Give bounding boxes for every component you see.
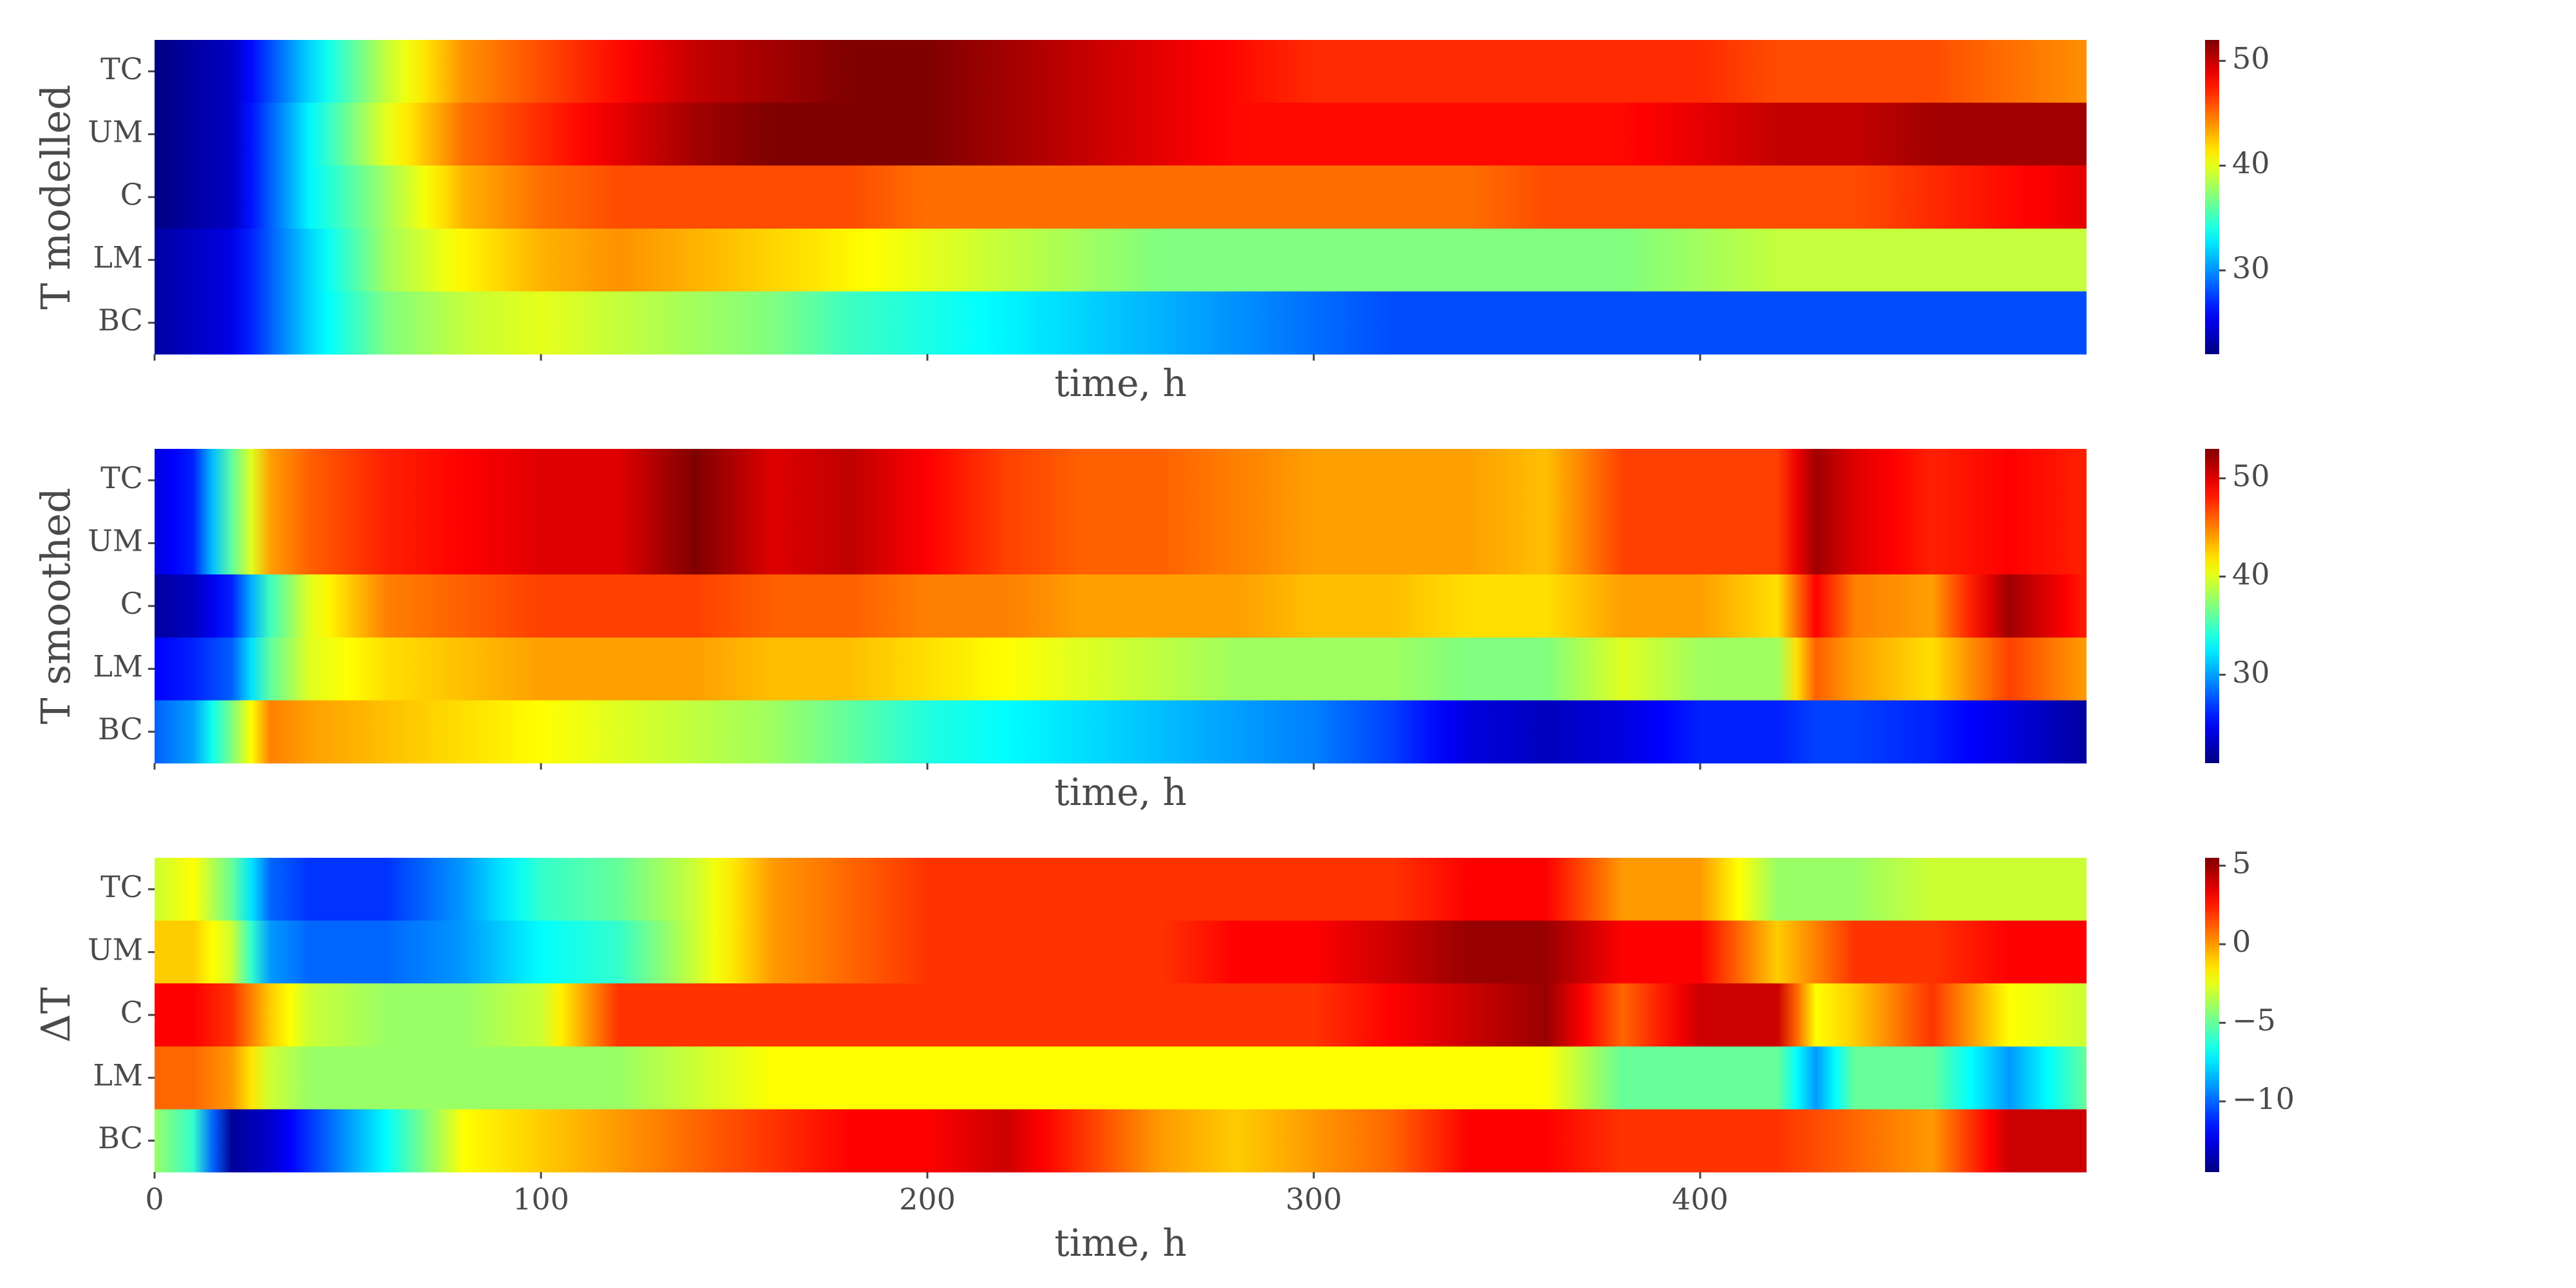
heatmap-row-tc [155, 40, 2087, 104]
y-tick-label: C [120, 995, 143, 1030]
heatmap-panel-1: TC UM C LM BC time, h T modelled 30 40 50 [32, 40, 2270, 405]
panel-y-label: ΔT [32, 987, 79, 1043]
colorbar-tick-label: 30 [2232, 655, 2270, 690]
panel-y-label: T smoothed [32, 488, 79, 724]
heatmap-row-lm [155, 637, 2087, 701]
heatmap-row-um [155, 511, 2087, 575]
colorbar-tick-label: 50 [2232, 459, 2270, 493]
y-tick-label: TC [100, 52, 143, 86]
heatmap-row-lm [155, 228, 2087, 292]
heatmap-row-bc [155, 700, 2087, 764]
y-tick-label: TC [100, 869, 143, 904]
heatmap-row-bc [155, 1109, 2087, 1173]
heatmap-row-um [155, 102, 2087, 166]
y-tick-label: UM [88, 114, 143, 149]
y-tick-label: LM [93, 649, 143, 684]
x-tick-label: 0 [145, 1182, 164, 1217]
panel-y-label: T modelled [32, 84, 79, 310]
heatmap-row-lm [155, 1046, 2087, 1110]
x-tick-label: 200 [899, 1182, 956, 1217]
colorbar-tick-label: −10 [2232, 1081, 2295, 1116]
heatmap-row-tc [155, 858, 2087, 922]
x-axis-label: time, h [1054, 770, 1186, 814]
colorbar: 30 40 50 [2205, 40, 2270, 354]
colorbar-tick-label: 40 [2232, 556, 2270, 591]
x-tick-label: 300 [1285, 1182, 1342, 1217]
y-tick-label: BC [98, 712, 143, 746]
colorbar: 5 0 −5 −10 [2205, 846, 2295, 1172]
colorbar-tick-label: −5 [2232, 1003, 2276, 1037]
x-axis-label: time, h [1054, 1221, 1186, 1265]
y-tick-label: BC [98, 303, 143, 337]
heatmap-row-c [155, 574, 2087, 638]
colorbar: 30 40 50 [2205, 449, 2270, 763]
x-axis-label: time, h [1054, 361, 1186, 405]
heatmap-row-tc [155, 449, 2087, 513]
heatmap-row-bc [155, 291, 2087, 355]
y-tick-label: BC [98, 1121, 143, 1155]
y-tick-label: UM [88, 932, 143, 967]
y-tick-label: LM [93, 1058, 143, 1093]
colorbar-tick-label: 0 [2232, 924, 2251, 959]
x-tick-label: 400 [1672, 1182, 1728, 1217]
heatmap-row-c [155, 166, 2087, 229]
y-tick-label: LM [93, 240, 143, 275]
y-tick-label: UM [88, 523, 143, 558]
colorbar-gradient [2205, 858, 2219, 1172]
colorbar-gradient [2205, 40, 2219, 354]
y-tick-label: C [120, 586, 143, 621]
heatmap-panel-2: TC UM C LM BC time, h T smoothed 30 40 50 [32, 449, 2270, 814]
heatmap-row-c [155, 983, 2087, 1047]
colorbar-tick-label: 40 [2232, 146, 2270, 180]
colorbar-tick-label: 50 [2232, 41, 2270, 76]
colorbar-tick-label: 5 [2232, 846, 2251, 880]
y-tick-label: TC [100, 460, 143, 495]
colorbar-gradient [2205, 449, 2219, 763]
colorbar-tick-label: 30 [2232, 251, 2270, 285]
y-tick-label: C [120, 177, 143, 212]
x-tick-label: 100 [513, 1182, 569, 1217]
heatmap-row-um [155, 920, 2087, 984]
